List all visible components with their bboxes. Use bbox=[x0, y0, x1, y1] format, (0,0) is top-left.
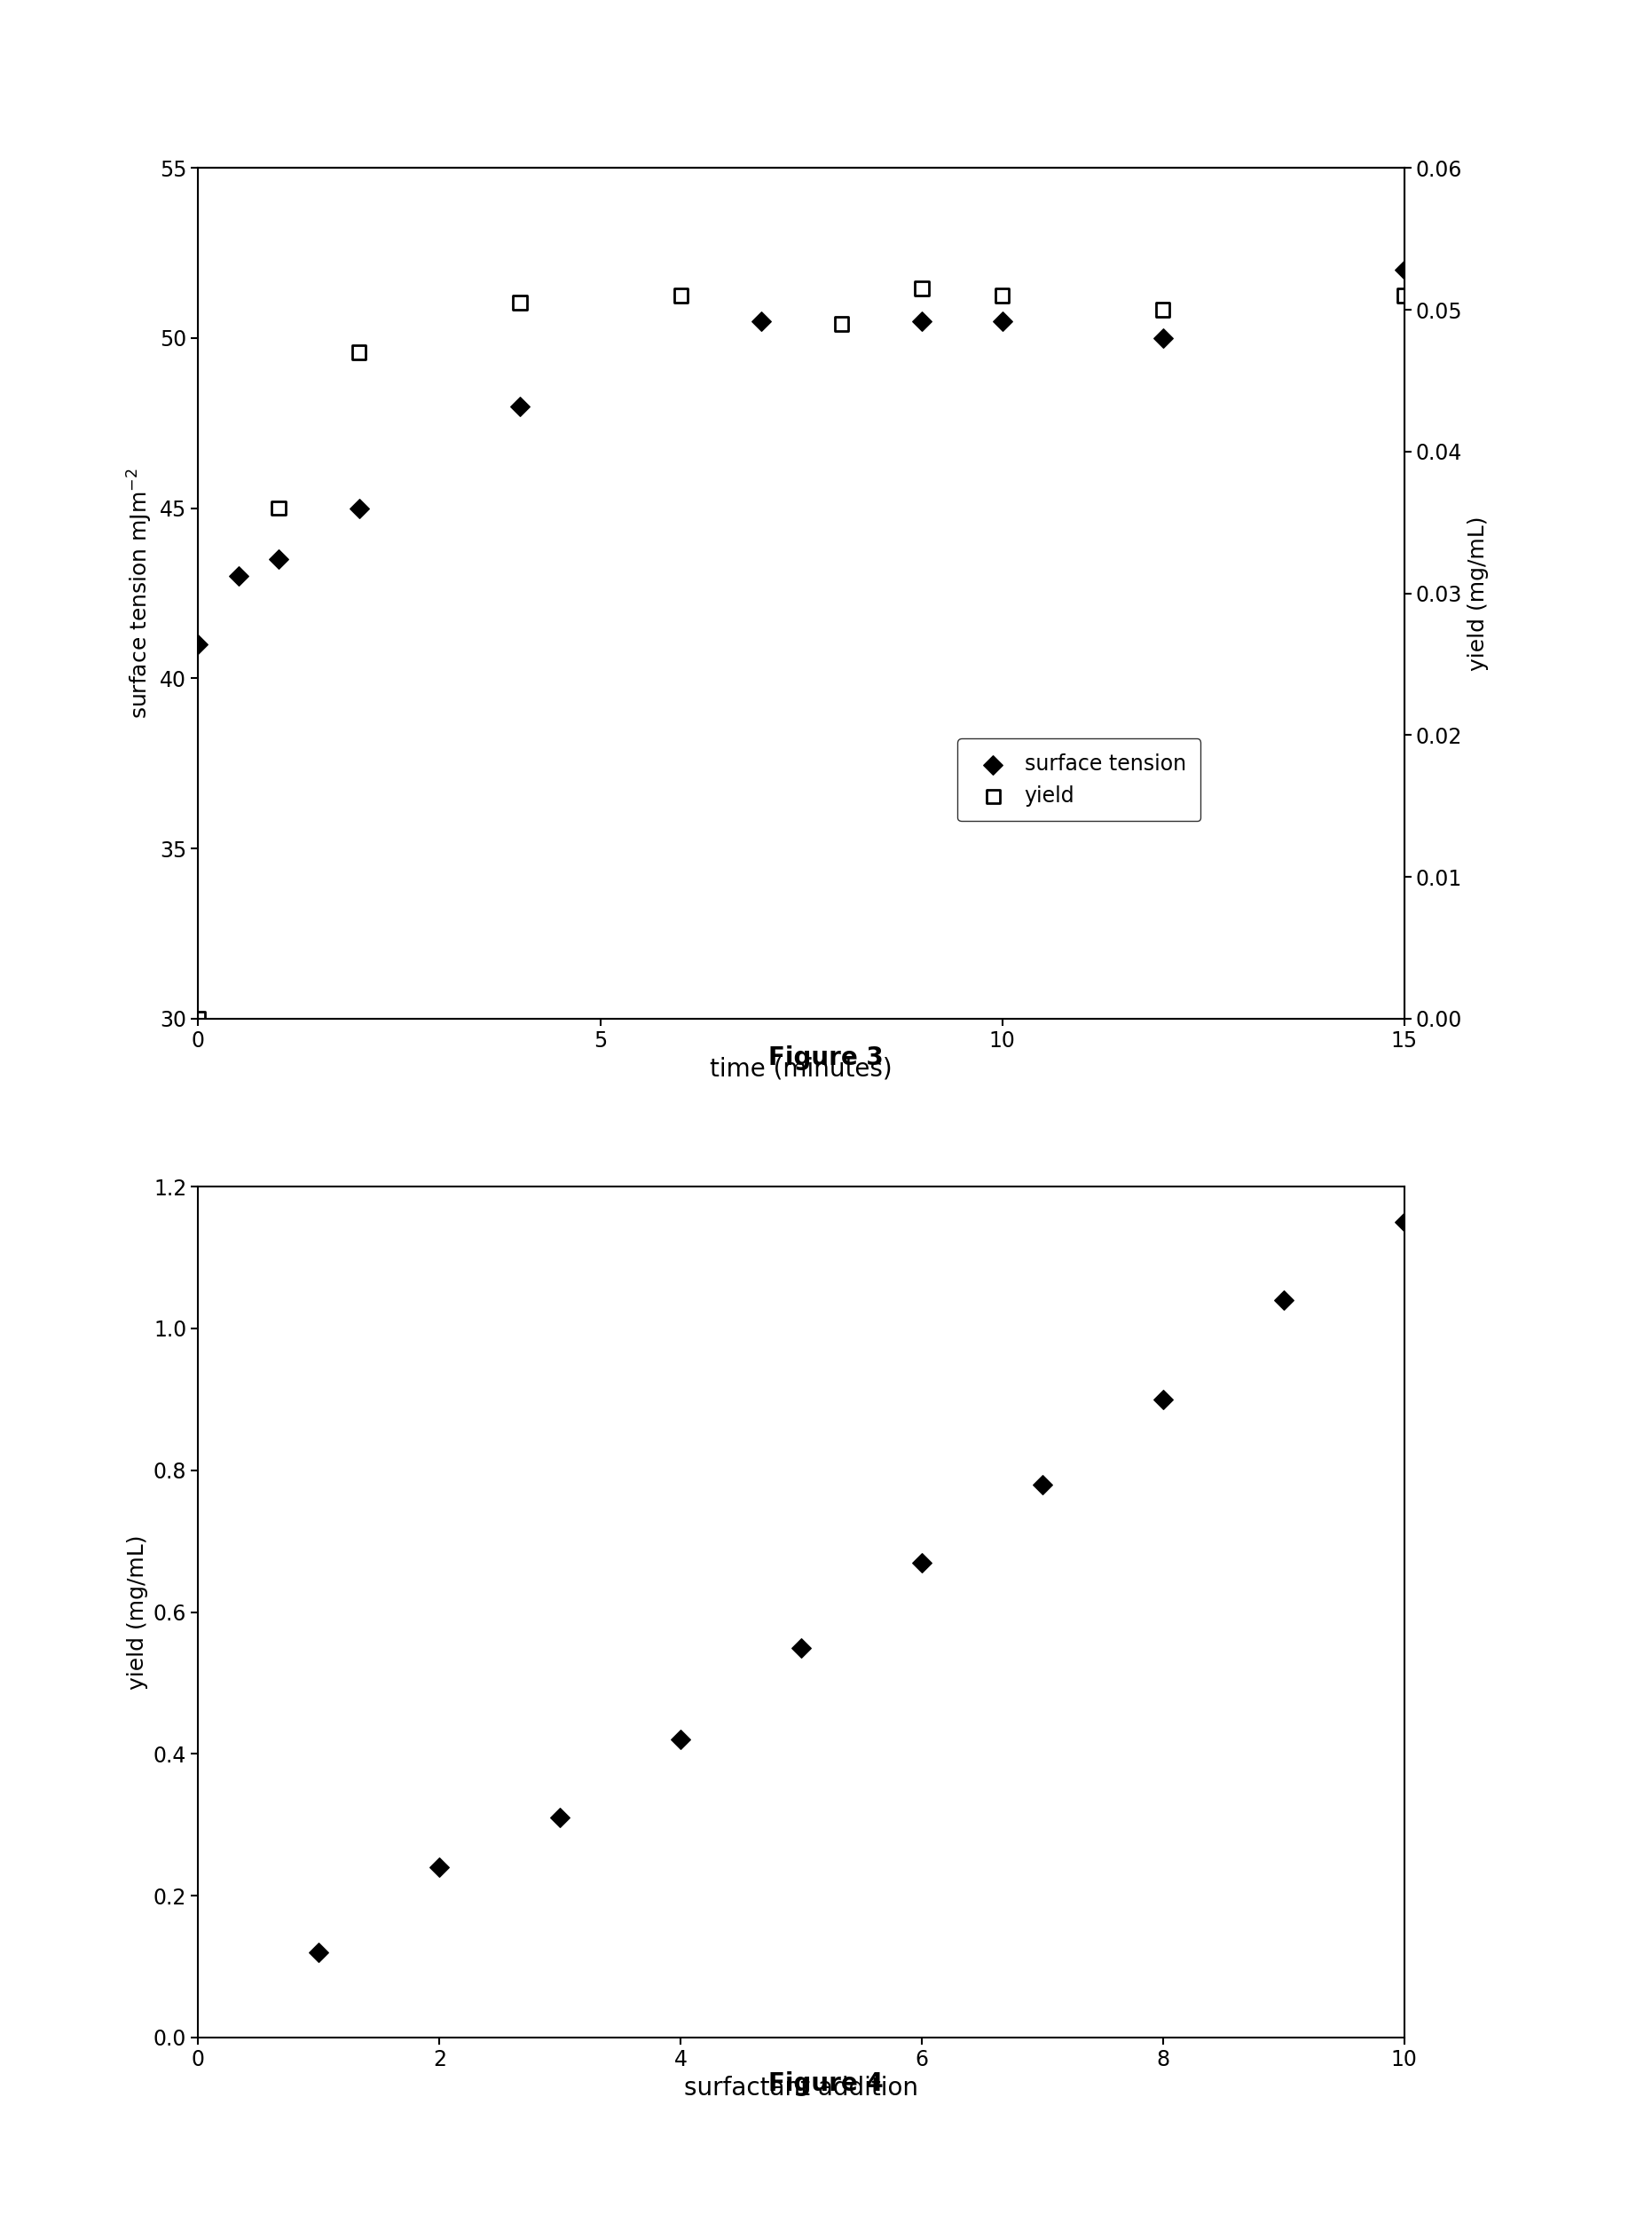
Point bbox=[185, 1001, 211, 1037]
Point bbox=[266, 490, 292, 526]
Point bbox=[345, 334, 372, 369]
Point bbox=[667, 278, 694, 313]
Point bbox=[1391, 253, 1417, 289]
Point bbox=[266, 542, 292, 578]
Point bbox=[909, 302, 935, 338]
Point bbox=[507, 387, 534, 423]
Point bbox=[909, 1545, 935, 1581]
Point bbox=[345, 490, 372, 526]
Y-axis label: surface tension mJm$^{-2}$: surface tension mJm$^{-2}$ bbox=[126, 468, 155, 719]
Point bbox=[990, 302, 1016, 338]
Point bbox=[547, 1800, 573, 1836]
Point bbox=[667, 1722, 694, 1758]
Text: Figure 3: Figure 3 bbox=[768, 1046, 884, 1070]
Y-axis label: yield (mg/mL): yield (mg/mL) bbox=[127, 1534, 149, 1690]
Point bbox=[225, 558, 251, 593]
Point bbox=[1150, 1381, 1176, 1417]
Point bbox=[828, 307, 854, 343]
Y-axis label: yield (mg/mL): yield (mg/mL) bbox=[1467, 515, 1488, 672]
Text: Figure 4: Figure 4 bbox=[768, 2071, 884, 2096]
Point bbox=[426, 1849, 453, 1885]
Point bbox=[1391, 1205, 1417, 1240]
Point bbox=[306, 1934, 332, 1970]
Point bbox=[748, 302, 775, 338]
Point bbox=[1029, 1467, 1056, 1502]
Point bbox=[788, 1630, 814, 1666]
Point bbox=[1150, 320, 1176, 356]
Point bbox=[1150, 291, 1176, 327]
Point bbox=[1391, 278, 1417, 313]
X-axis label: surfactant addition: surfactant addition bbox=[684, 2076, 919, 2100]
X-axis label: time (minutes): time (minutes) bbox=[710, 1057, 892, 1081]
Legend: surface tension, yield: surface tension, yield bbox=[958, 739, 1201, 822]
Point bbox=[909, 271, 935, 307]
Point bbox=[1270, 1283, 1297, 1319]
Point bbox=[990, 278, 1016, 313]
Point bbox=[507, 284, 534, 320]
Point bbox=[185, 627, 211, 663]
